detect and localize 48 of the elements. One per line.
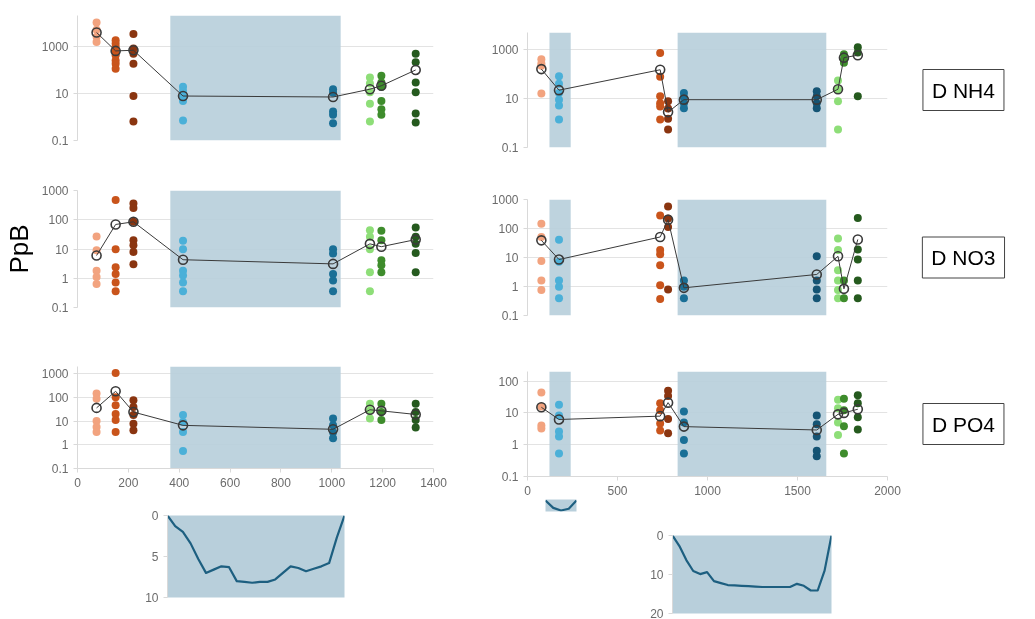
x-tick-label: 1500 <box>784 483 812 498</box>
y-tick-label: 0.1 <box>501 470 519 484</box>
x-tick-label: 1000 <box>318 475 346 490</box>
y-tick-label: 0.1 <box>501 141 519 155</box>
text: D PO4 <box>931 412 996 436</box>
y-tick-label: 1000 <box>41 367 69 382</box>
y-tick-label: 5 <box>151 550 159 564</box>
y-tick-label: 0.1 <box>501 309 519 323</box>
x-tick-label: 1200 <box>369 475 397 490</box>
y-tick-label: 1 <box>511 280 519 294</box>
x-tick-label: 400 <box>169 475 190 490</box>
y-tick-label: 0 <box>151 509 159 523</box>
x-tick-label: 1400 <box>420 475 448 490</box>
y-axis-title: PpB <box>3 224 34 274</box>
y-tick-label: 100 <box>498 374 519 389</box>
y-tick-label: 0.1 <box>51 462 69 476</box>
y-tick-label: 1 <box>511 438 519 453</box>
x-tick-label: 600 <box>220 475 241 490</box>
y-tick-label: 10 <box>505 251 519 265</box>
x-tick-label: 0 <box>74 475 82 490</box>
y-tick-label: 10 <box>505 406 519 421</box>
y-tick-label: 1000 <box>491 43 519 58</box>
y-tick-label: 100 <box>48 213 69 228</box>
y-tick-label: 10 <box>55 86 69 101</box>
x-tick-label: 800 <box>270 475 292 490</box>
y-tick-label: 100 <box>498 222 519 236</box>
y-tick-label: 100 <box>48 390 69 405</box>
y-tick-label: 20 <box>650 607 664 619</box>
y-tick-label: 0.1 <box>51 134 69 148</box>
y-tick-label: 1000 <box>41 184 69 198</box>
y-tick-label: 1 <box>61 271 69 286</box>
x-tick-label: 2000 <box>874 483 902 498</box>
y-tick-label: 0 <box>656 529 664 543</box>
x-tick-label: 0 <box>524 483 532 498</box>
text: D NO3 <box>931 246 996 269</box>
y-tick-label: 1000 <box>491 193 519 207</box>
y-tick-label: 10 <box>55 242 69 257</box>
text: D NH4 <box>931 78 996 102</box>
y-tick-label: 10 <box>650 568 664 582</box>
y-tick-label: 10 <box>55 414 69 429</box>
y-tick-label: 10 <box>505 92 519 107</box>
y-tick-label: 10 <box>145 591 159 605</box>
x-tick-label: 200 <box>118 475 139 490</box>
x-tick-label: 500 <box>607 483 628 498</box>
y-tick-label: 1000 <box>41 39 69 54</box>
y-tick-label: 1 <box>61 438 69 453</box>
x-tick-label: 1000 <box>694 483 722 498</box>
y-tick-label: 0.1 <box>51 301 69 315</box>
